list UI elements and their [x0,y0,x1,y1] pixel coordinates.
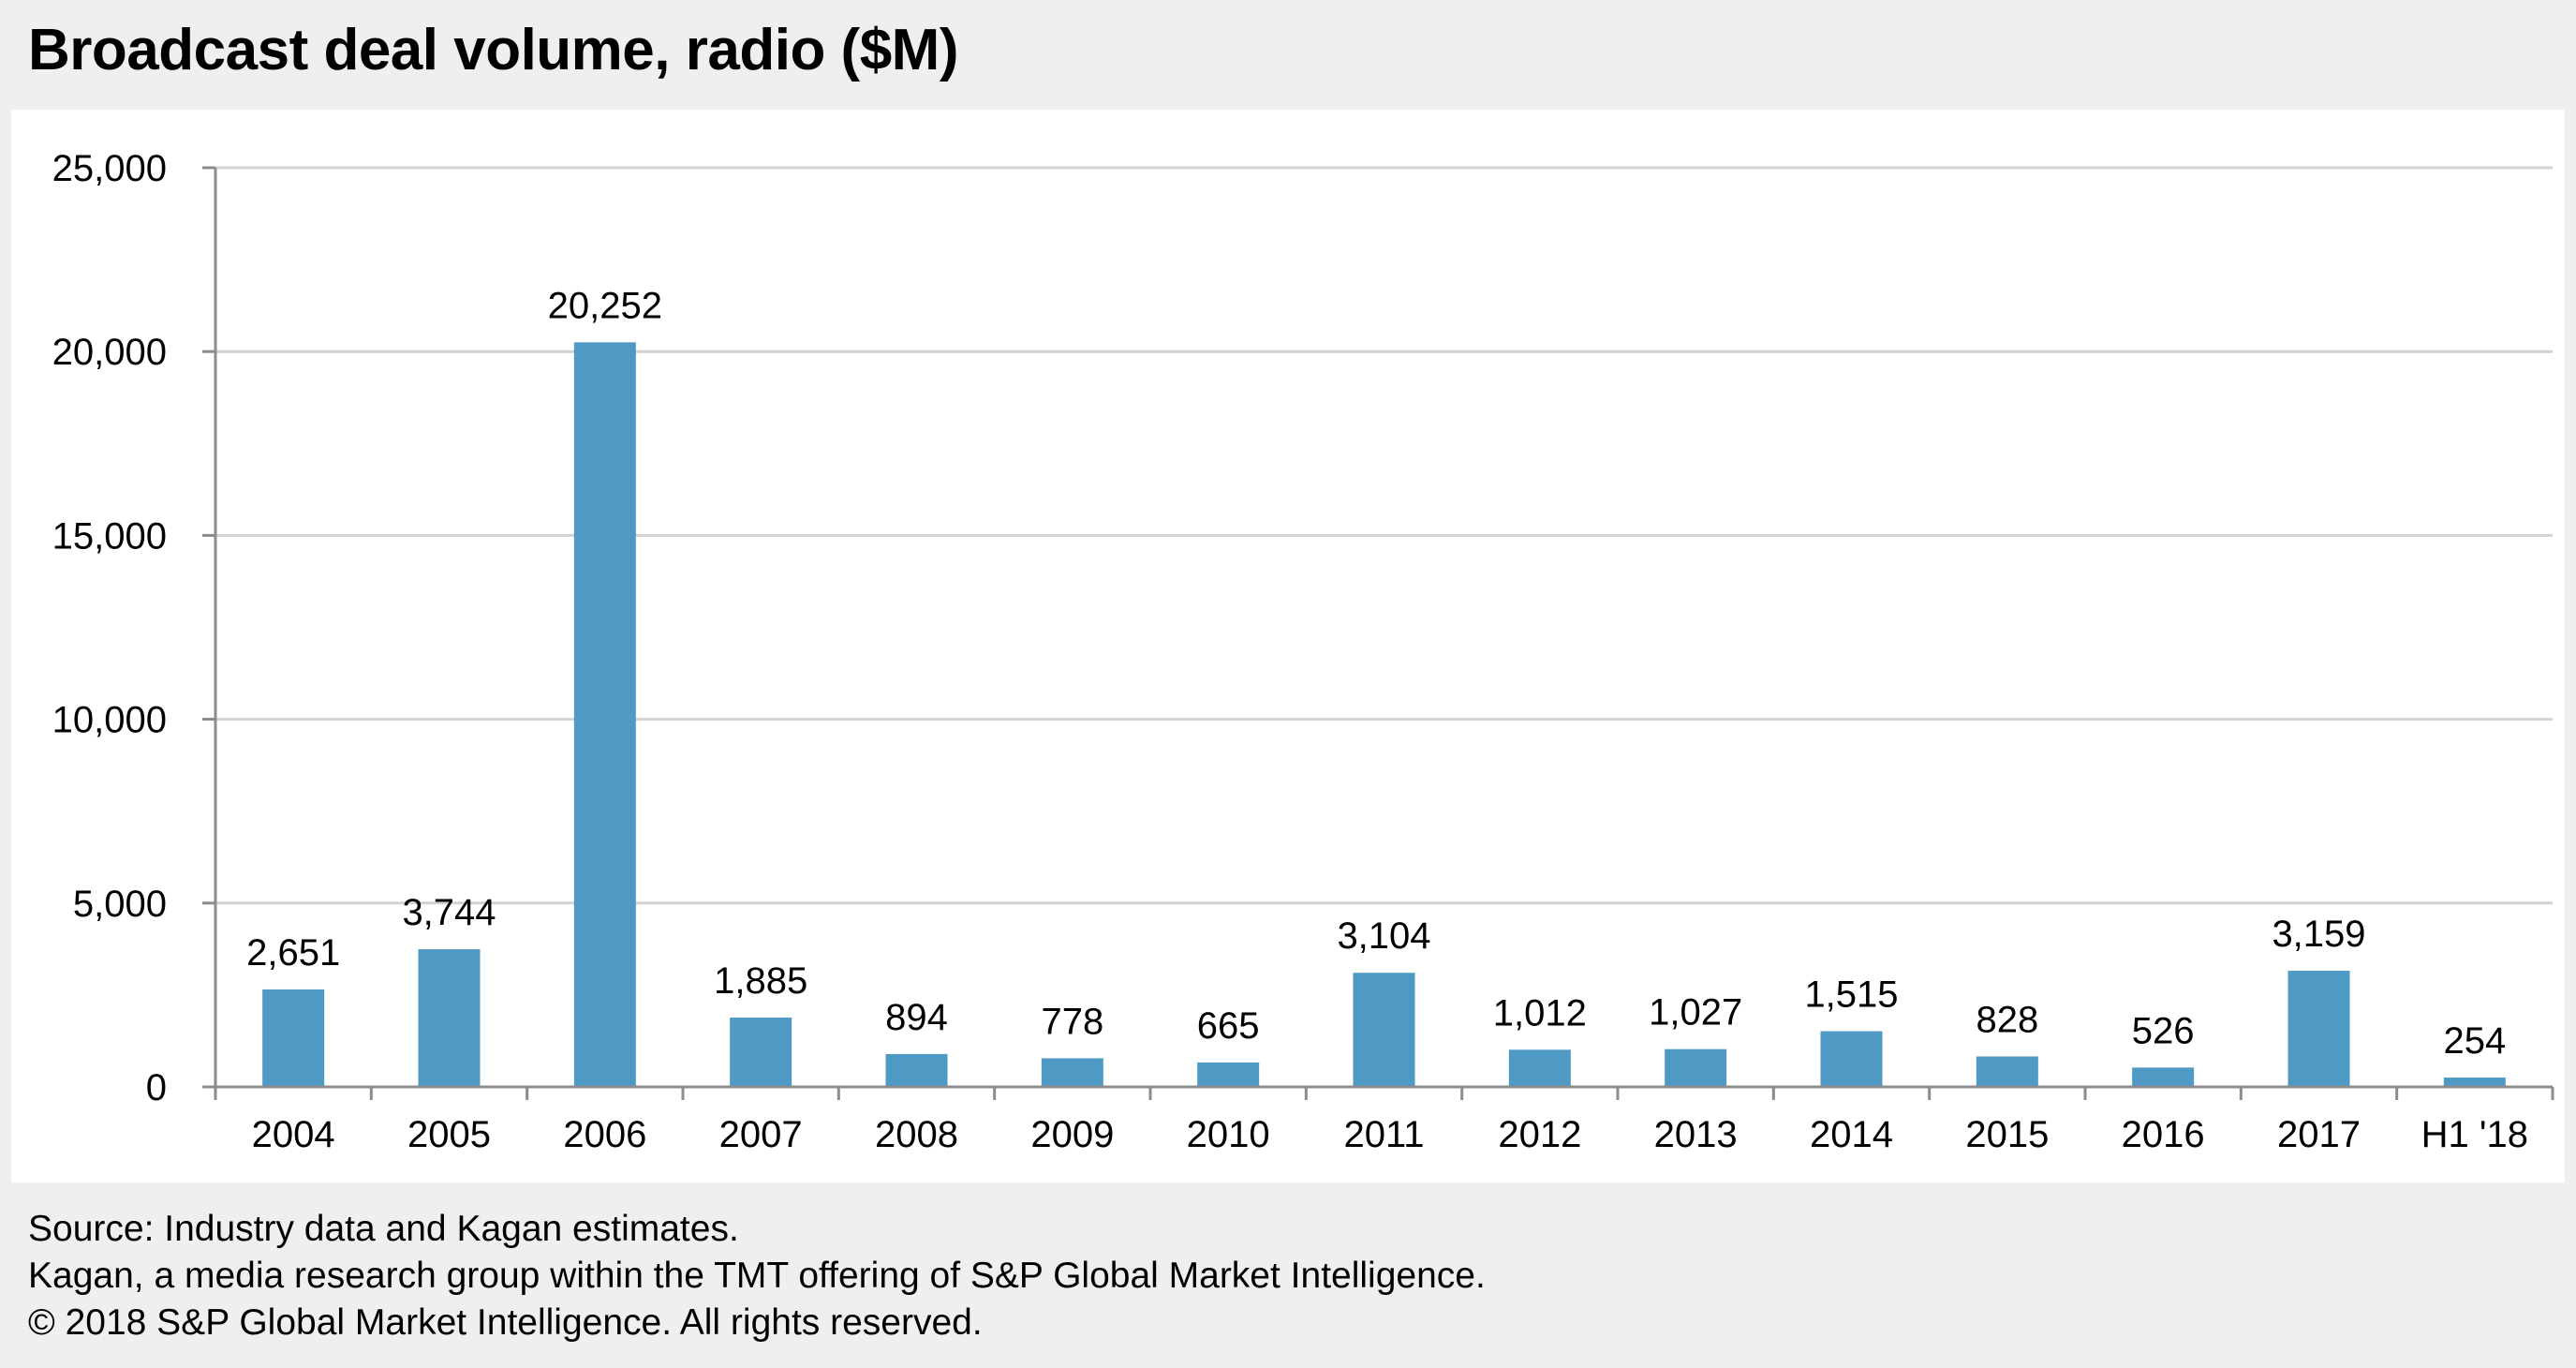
bar [573,342,636,1087]
bar [885,1053,948,1087]
x-tick-label: 2011 [1343,1114,1424,1155]
x-tick-label: 2015 [1965,1114,2049,1155]
x-tick-label: 2006 [563,1114,646,1155]
y-tick-label: 5,000 [73,884,167,925]
data-label: 828 [1976,1000,2038,1041]
bar [418,949,481,1087]
source-note: Source: Industry data and Kagan estimate… [28,1209,739,1249]
attribution-note: Kagan, a media research group within the… [28,1256,1486,1296]
data-label: 778 [1041,1001,1103,1042]
bar [1665,1048,1727,1087]
bar [1820,1031,1883,1087]
bar [2443,1078,2506,1087]
data-label: 3,104 [1337,915,1430,957]
bar [262,989,325,1087]
x-tick-label: 2008 [875,1114,958,1155]
data-label: 3,159 [2272,914,2365,955]
x-tick-label: 2013 [1654,1114,1738,1155]
x-tick-label: 2004 [252,1114,335,1155]
y-tick-label: 20,000 [52,332,167,373]
data-label: 254 [2443,1020,2506,1062]
x-tick-label: 2016 [2122,1114,2205,1155]
x-tick-label: 2009 [1030,1114,1114,1155]
bar [1353,973,1415,1087]
data-label: 526 [2132,1010,2195,1051]
data-label: 3,744 [402,892,496,933]
bar [1976,1056,2038,1087]
data-label: 1,515 [1804,974,1898,1016]
bar [1508,1049,1571,1087]
y-tick-label: 10,000 [52,700,167,741]
x-tick-label: 2014 [1810,1114,1893,1155]
data-label: 1,012 [1493,992,1587,1033]
x-tick-label: 2010 [1187,1114,1270,1155]
bar [2132,1067,2195,1087]
x-tick-label: H1 '18 [2421,1114,2528,1155]
chart-panel: 0 5,000 10,000 15,000 20,000 25,000 2,651 2004 3… [11,110,2565,1182]
x-tick-label: 2007 [719,1114,803,1155]
bar-chart: 0 5,000 10,000 15,000 20,000 25,000 2,651 2004 3… [52,148,2554,1155]
bar [1197,1062,1260,1087]
x-tick-label: 2005 [407,1114,491,1155]
bar [2287,971,2350,1087]
y-tick-label: 0 [146,1067,167,1108]
data-label: 1,885 [714,960,807,1002]
y-tick-label: 25,000 [52,148,167,189]
y-tick-label: 15,000 [52,515,167,557]
x-tick-label: 2017 [2277,1114,2361,1155]
data-label: 2,651 [246,932,340,974]
chart-title: Broadcast deal volume, radio ($M) [28,18,958,82]
copyright-note: © 2018 S&P Global Market Intelligence. A… [28,1302,983,1343]
data-label: 894 [885,997,948,1038]
data-label: 665 [1197,1005,1260,1047]
data-label: 1,027 [1649,992,1742,1033]
bar [730,1018,792,1087]
x-tick-label: 2012 [1498,1114,1581,1155]
data-label: 20,252 [548,285,662,326]
bar [1041,1058,1103,1087]
